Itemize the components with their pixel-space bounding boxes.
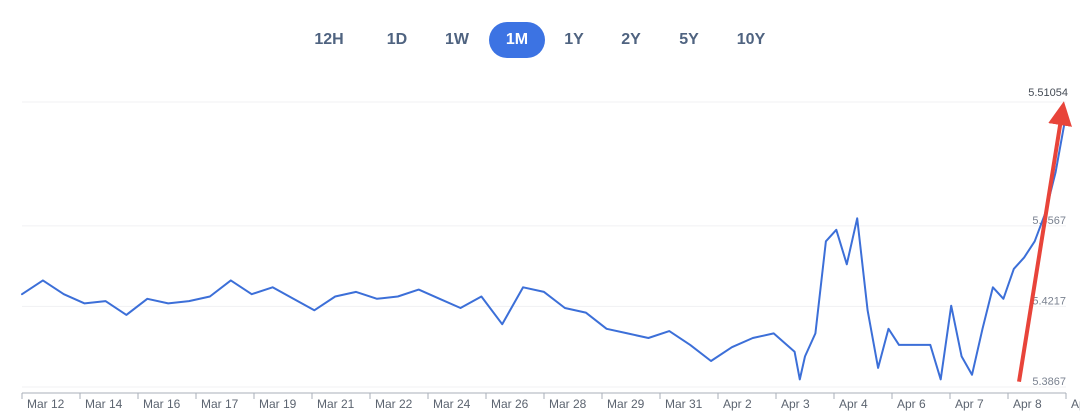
annotation-arrow xyxy=(1017,101,1072,383)
x-tick-label: Mar 31 xyxy=(665,397,703,411)
y-tick-label: 5.4217 xyxy=(1032,295,1066,307)
x-tick-label: Mar 28 xyxy=(549,397,587,411)
grid-lines xyxy=(22,101,1066,388)
x-tick-label: Apr 11 xyxy=(1071,397,1080,411)
x-tick-label: Mar 19 xyxy=(259,397,297,411)
series-group xyxy=(21,113,1067,381)
range-button-1m[interactable]: 1M xyxy=(489,22,545,58)
x-tick-label: Mar 16 xyxy=(143,397,181,411)
range-button-10y[interactable]: 10Y xyxy=(736,31,766,48)
x-tick-label: Mar 14 xyxy=(85,397,123,411)
range-button-2y[interactable]: 2Y xyxy=(621,31,641,48)
x-tick-label: Mar 12 xyxy=(27,397,65,411)
range-button-5y[interactable]: 5Y xyxy=(679,31,699,48)
x-tick-label: Apr 3 xyxy=(781,397,810,411)
x-tick-label: Mar 29 xyxy=(607,397,645,411)
range-button-12h[interactable]: 12H xyxy=(314,31,344,48)
range-button-1w[interactable]: 1W xyxy=(445,31,469,48)
x-tick-label: Mar 24 xyxy=(433,397,471,411)
x-axis: Mar 12 Mar 14 Mar 16 Mar 17 Mar 19 Mar 21 Mar … xyxy=(21,392,1080,411)
x-tick-label: Mar 17 xyxy=(201,397,239,411)
x-tick-label: Apr 6 xyxy=(897,397,926,411)
range-button-1y[interactable]: 1Y xyxy=(564,31,584,48)
range-selector: 12H 1D 1W 1M 1Y 2Y 5Y 10Y xyxy=(0,22,1080,58)
y-tick-label: 5.3867 xyxy=(1032,376,1066,388)
x-tick-label: Mar 21 xyxy=(317,397,355,411)
y-tick-label: 5.4567 xyxy=(1032,215,1066,227)
x-tick-label: Mar 26 xyxy=(491,397,529,411)
x-tick-label: Apr 7 xyxy=(955,397,984,411)
last-value-label: 5.51054 xyxy=(1028,87,1068,99)
range-button-1d[interactable]: 1D xyxy=(386,31,408,48)
annotation-group xyxy=(1017,101,1072,383)
series-line xyxy=(21,113,1067,381)
x-tick-label: Mar 22 xyxy=(375,397,413,411)
x-tick-label: Apr 2 xyxy=(723,397,752,411)
x-tick-label: Apr 8 xyxy=(1013,397,1042,411)
x-tick-label: Apr 4 xyxy=(839,397,868,411)
